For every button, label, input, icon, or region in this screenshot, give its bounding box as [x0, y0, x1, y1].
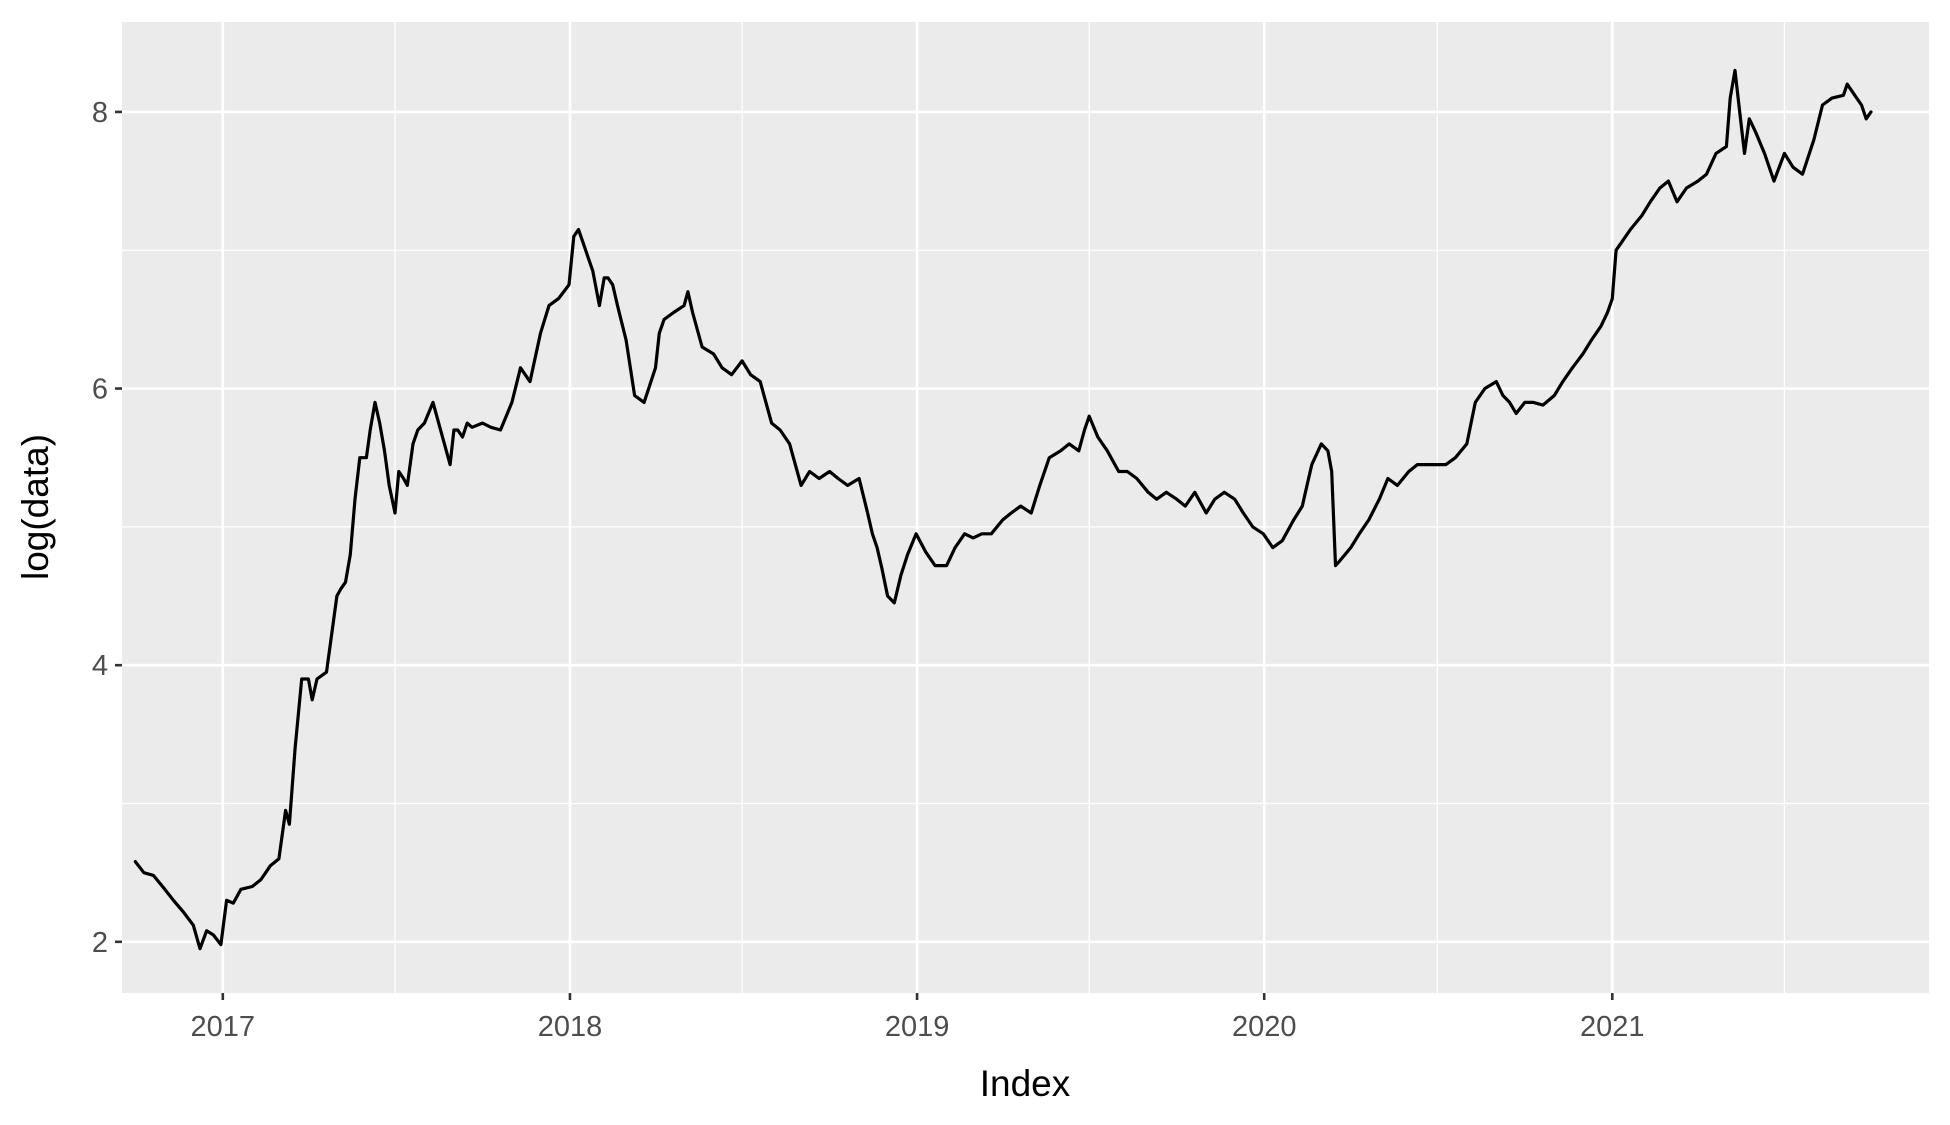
- x-axis-title: Index: [980, 1063, 1071, 1104]
- minor-gridlines: [122, 22, 1929, 993]
- x-tick-label: 2018: [538, 1011, 603, 1043]
- y-tick-label: 6: [92, 374, 108, 406]
- y-axis-title: log(data): [15, 434, 56, 580]
- x-tick-label: 2020: [1232, 1011, 1297, 1043]
- x-tick-label: 2021: [1580, 1011, 1645, 1043]
- x-tick-label: 2017: [191, 1011, 256, 1043]
- y-axis: 2 4 6 8: [92, 97, 122, 959]
- x-tick-label: 2019: [885, 1011, 950, 1043]
- series-line: [133, 68, 1873, 951]
- x-axis: 2017 2018 2019 2020 2021: [191, 993, 1645, 1043]
- y-tick-label: 8: [92, 97, 108, 129]
- major-gridlines: [122, 22, 1929, 993]
- y-tick-label: 4: [92, 650, 108, 682]
- y-tick-label: 2: [92, 927, 108, 959]
